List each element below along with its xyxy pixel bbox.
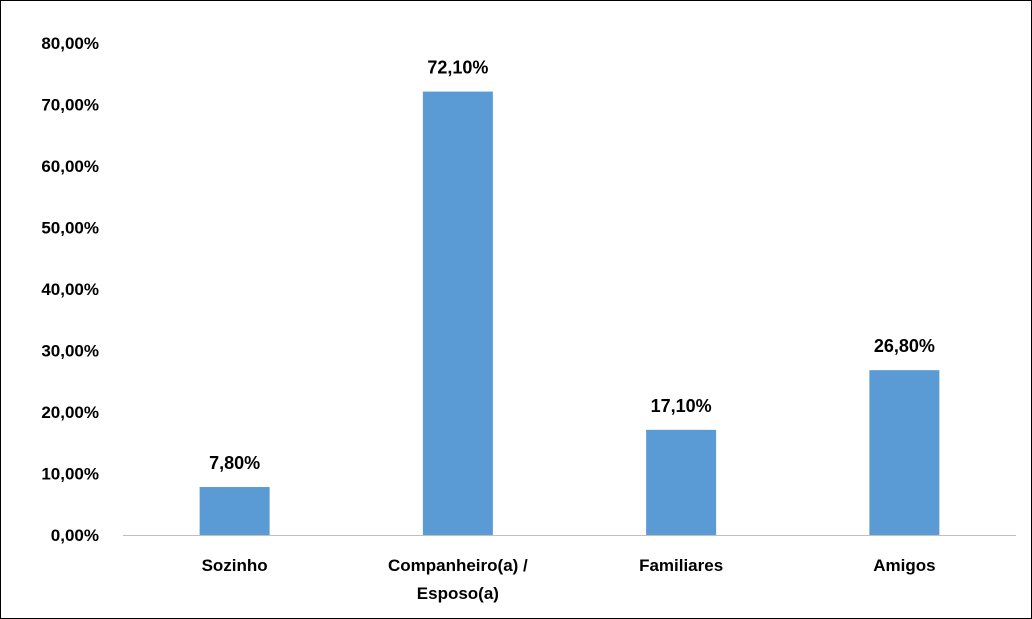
- y-tick-label: 20,00%: [41, 403, 99, 422]
- y-tick-label: 70,00%: [41, 96, 99, 115]
- data-label: 26,80%: [874, 336, 935, 356]
- y-tick-label: 30,00%: [41, 342, 99, 361]
- bar: [869, 370, 940, 535]
- y-tick-label: 50,00%: [41, 219, 99, 238]
- x-tick-label: Amigos: [873, 556, 935, 575]
- y-tick-label: 0,00%: [51, 526, 99, 545]
- data-labels: 7,80% 72,10% 17,10% 26,80%: [209, 58, 935, 473]
- y-tick-label: 80,00%: [41, 34, 99, 53]
- x-axis: Sozinho Companheiro(a) / Esposo(a) Familiar…: [123, 535, 1016, 603]
- data-label: 72,10%: [427, 58, 488, 78]
- y-tick-label: 40,00%: [41, 280, 99, 299]
- x-tick-label: Companheiro(a) /: [388, 556, 528, 575]
- data-label: 17,10%: [651, 396, 712, 416]
- y-tick-label: 10,00%: [41, 465, 99, 484]
- x-tick-label: Sozinho: [202, 556, 268, 575]
- bars: [199, 91, 940, 536]
- data-label: 7,80%: [209, 453, 260, 473]
- x-tick-label: Esposo(a): [417, 584, 499, 603]
- y-axis: 0,00% 10,00% 20,00% 30,00% 40,00% 50,00% 60,00…: [41, 34, 99, 545]
- y-tick-label: 60,00%: [41, 157, 99, 176]
- x-tick-label: Familiares: [639, 556, 723, 575]
- bar: [646, 429, 717, 535]
- bar: [199, 487, 270, 535]
- bar: [422, 91, 493, 536]
